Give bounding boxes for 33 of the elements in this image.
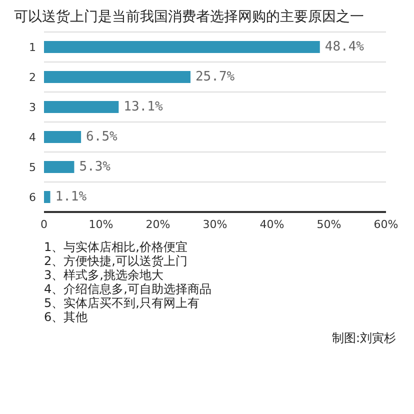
data-label: 48.4% [324,40,364,54]
x-tick-label: 60% [374,218,398,231]
data-label: 5.3% [79,160,111,174]
text: 4、介绍信息多,可自助选择商品 [44,282,212,296]
bar [44,191,50,203]
y-tick-label: 6 [29,190,36,204]
x-tick-label: 40% [260,218,284,231]
bar [44,41,320,53]
x-tick-label: 0 [40,218,48,231]
data-label: 13.1% [124,100,163,114]
text: 1、与实体店相比,价格便宜 [44,240,188,254]
text: 2、方便快捷,可以送货上门 [44,254,188,268]
data-label: 25.7% [195,70,235,84]
bar [44,101,119,113]
bar [44,71,190,83]
x-tick-label: 30% [202,218,228,231]
bar [44,131,82,143]
chart-title: 可以送货上门是当前我国消费者选择网购的主要原因之一 [13,8,365,26]
bar [44,161,74,173]
x-tick-label: 50% [316,218,342,231]
x-tick-label: 10% [88,218,114,231]
y-tick-label: 5 [29,160,36,174]
y-tick-label: 4 [29,130,36,144]
data-label: 1.1% [55,190,87,204]
text: 6、其他 [44,310,89,324]
y-tick-label: 1 [29,40,36,54]
text: 5、实体店买不到,只有网上有 [44,296,200,310]
text: 制图:刘寅杉 [330,330,397,347]
y-tick-label: 3 [29,100,36,114]
text: 3、样式多,挑选余地大 [44,268,164,282]
data-label: 6.5% [86,130,118,144]
y-tick-label: 2 [29,70,36,84]
x-tick-label: 20% [146,218,170,231]
